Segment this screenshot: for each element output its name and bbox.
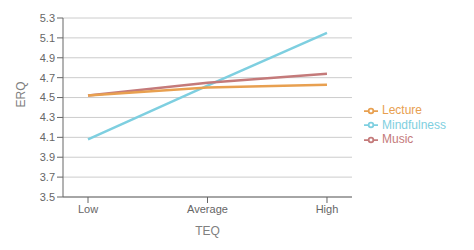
svg-text:Average: Average [187, 203, 228, 215]
svg-text:5.3: 5.3 [40, 12, 55, 24]
svg-text:3.5: 3.5 [40, 191, 55, 203]
svg-text:High: High [316, 203, 339, 215]
svg-text:Low: Low [78, 203, 98, 215]
svg-text:4.5: 4.5 [40, 91, 55, 103]
svg-text:ERQ: ERQ [14, 81, 28, 107]
svg-text:4.7: 4.7 [40, 72, 55, 84]
html-text:Music: Music [382, 132, 414, 147]
svg-text:4.3: 4.3 [40, 111, 55, 123]
svg-text:3.7: 3.7 [40, 171, 55, 183]
svg-text:4.1: 4.1 [40, 131, 55, 143]
svg-text:3.9: 3.9 [40, 151, 55, 163]
html-text:Lecture: Lecture [382, 102, 422, 117]
svg-text:5.1: 5.1 [40, 32, 55, 44]
html-text:Mindfulness: Mindfulness [382, 117, 446, 132]
svg-text:4.9: 4.9 [40, 52, 55, 64]
svg-text:TEQ: TEQ [195, 224, 220, 238]
